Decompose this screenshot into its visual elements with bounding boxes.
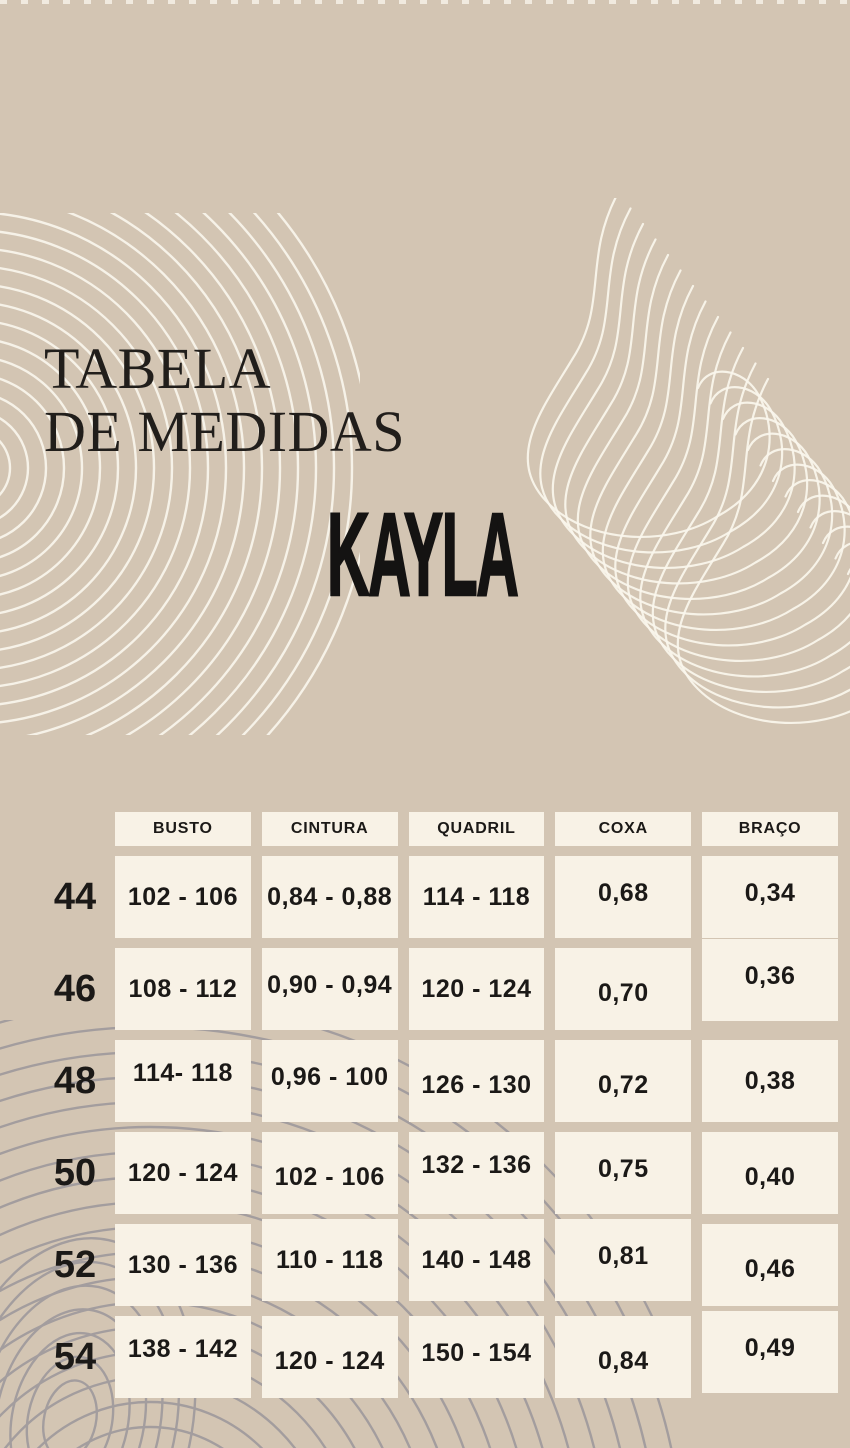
product-name: KAYLA <box>326 489 519 621</box>
cell-44-busto: 102 - 106 <box>115 856 251 938</box>
cell-54-braco: 0,49 <box>702 1311 838 1393</box>
cell-48-quadril: 126 - 130 <box>408 1040 545 1122</box>
cell-50-braco: 0,40 <box>702 1132 838 1214</box>
cell-48-braco: 0,38 <box>702 1040 838 1122</box>
row-size-54: 54 <box>53 1335 97 1378</box>
page-title-line1: TABELA <box>44 336 272 401</box>
row-size-46: 46 <box>53 967 97 1010</box>
cell-52-coxa: 0,81 <box>555 1219 692 1301</box>
contour-flow-top-right <box>526 198 850 725</box>
row-size-50: 50 <box>53 1151 97 1194</box>
cell-44-coxa: 0,68 <box>555 856 692 938</box>
cell-46-busto: 108 - 112 <box>115 948 251 1030</box>
cell-54-coxa: 0,84 <box>555 1316 692 1398</box>
cell-50-busto: 120 - 124 <box>115 1132 251 1214</box>
cell-54-quadril: 150 - 154 <box>408 1316 545 1398</box>
cell-52-quadril: 140 - 148 <box>408 1219 545 1301</box>
column-header-cintura: CINTURA <box>261 812 398 846</box>
cell-46-braco: 0,36 <box>702 939 838 1021</box>
cell-44-braco: 0,34 <box>702 856 838 938</box>
column-header-braco: BRAÇO <box>702 812 838 846</box>
size-table: BUSTO CINTURA QUADRIL COXA BRAÇO 44 102 … <box>46 812 838 1398</box>
corner-spacer <box>46 812 104 846</box>
cell-52-cintura: 110 - 118 <box>261 1219 398 1301</box>
cell-44-cintura: 0,84 - 0,88 <box>261 856 398 938</box>
cell-50-cintura: 102 - 106 <box>261 1132 398 1214</box>
cell-52-braco: 0,46 <box>702 1224 838 1306</box>
cell-44-quadril: 114 - 118 <box>408 856 545 938</box>
column-header-coxa: COXA <box>555 812 692 846</box>
cell-46-cintura: 0,90 - 0,94 <box>261 948 398 1030</box>
column-header-quadril: QUADRIL <box>408 812 545 846</box>
cell-50-quadril: 132 - 136 <box>408 1132 545 1214</box>
top-dotted-border <box>0 0 850 4</box>
contour-rings-top-left <box>0 213 360 735</box>
page-title-line2: DE MEDIDAS <box>44 398 406 464</box>
page-title: TABELA DE MEDIDAS <box>44 336 406 464</box>
row-size-44: 44 <box>53 875 97 918</box>
cell-54-cintura: 120 - 124 <box>261 1316 398 1398</box>
cell-48-busto: 114- 118 <box>115 1040 251 1122</box>
cell-46-quadril: 120 - 124 <box>408 948 545 1030</box>
cell-48-cintura: 0,96 - 100 <box>261 1040 398 1122</box>
cell-48-coxa: 0,72 <box>555 1040 692 1122</box>
cell-52-busto: 130 - 136 <box>115 1224 251 1306</box>
row-size-48: 48 <box>53 1059 97 1102</box>
cell-54-busto: 138 - 142 <box>115 1316 251 1398</box>
cell-50-coxa: 0,75 <box>555 1132 692 1214</box>
row-size-52: 52 <box>53 1243 97 1286</box>
cell-46-coxa: 0,70 <box>555 948 692 1030</box>
column-header-busto: BUSTO <box>115 812 251 846</box>
